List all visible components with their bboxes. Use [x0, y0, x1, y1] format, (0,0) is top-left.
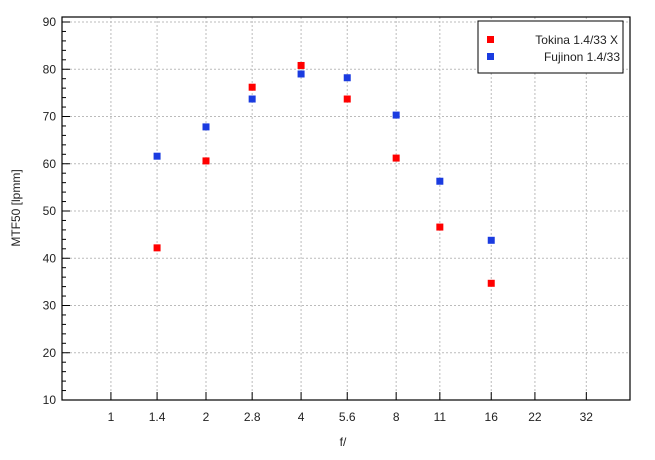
point-tokina [436, 223, 444, 231]
point-tokina [392, 154, 400, 162]
point-tokina [153, 244, 161, 252]
point-fujinon [248, 95, 256, 103]
x-tick-label: 1 [108, 410, 115, 424]
legend-marker-fujinon [487, 53, 494, 60]
data-points [153, 61, 495, 287]
point-fujinon [297, 70, 305, 78]
ticks: 1 1.4 2 2.8 4 5.6 8 11 16 22 32 10 20 30 40 50 60 70 80 90 [43, 15, 594, 424]
x-tick-label: 2.8 [244, 410, 261, 424]
point-fujinon [487, 236, 495, 244]
x-tick-label: 4 [298, 410, 305, 424]
y-tick-label: 90 [43, 15, 57, 29]
point-fujinon [436, 177, 444, 185]
point-tokina [202, 157, 210, 165]
y-tick-label: 40 [43, 251, 57, 265]
legend-marker-tokina [487, 36, 494, 43]
point-tokina [343, 95, 351, 103]
point-tokina [297, 61, 305, 69]
point-fujinon [202, 123, 210, 131]
x-tick-label: 2 [203, 410, 210, 424]
x-tick-label: 1.4 [149, 410, 166, 424]
x-tick-label: 32 [580, 410, 594, 424]
x-tick-label: 5.6 [339, 410, 356, 424]
legend-box [477, 20, 624, 74]
y-tick-label: 50 [43, 204, 57, 218]
point-fujinon [343, 74, 351, 82]
y-tick-label: 70 [43, 110, 57, 124]
point-tokina [248, 83, 256, 91]
y-tick-label: 80 [43, 62, 57, 76]
point-fujinon [153, 152, 161, 160]
point-tokina [487, 279, 495, 287]
x-tick-label: 22 [528, 410, 542, 424]
y-tick-label: 30 [43, 299, 57, 313]
y-tick-label: 60 [43, 157, 57, 171]
x-tick-label: 11 [434, 410, 447, 424]
y-axis-label: MTF50 [lpmm] [9, 169, 23, 246]
x-axis-label: f/ [340, 435, 347, 449]
y-tick-label: 20 [43, 346, 57, 360]
legend-label-tokina: Tokina 1.4/33 X [535, 33, 618, 47]
legend: Tokina 1.4/33 X Fujinon 1.4/33 [477, 20, 624, 74]
x-tick-label: 8 [393, 410, 400, 424]
y-tick-label: 10 [43, 393, 57, 407]
x-tick-label: 16 [485, 410, 499, 424]
plot-frame [61, 16, 631, 401]
point-fujinon [392, 111, 400, 119]
legend-label-fujinon: Fujinon 1.4/33 [544, 50, 620, 64]
